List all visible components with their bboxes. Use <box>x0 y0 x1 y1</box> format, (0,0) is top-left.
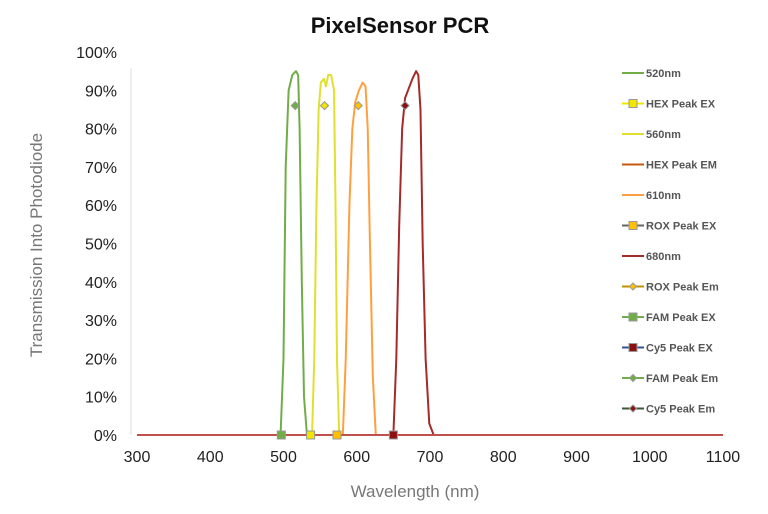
y-tick-label: 80% <box>85 122 117 139</box>
x-axis-label: Wavelength (nm) <box>351 482 480 501</box>
legend-marker <box>628 312 638 322</box>
series-line-520nm <box>137 70 723 436</box>
legend-marker <box>628 99 638 108</box>
legend-label: 520nm <box>646 68 681 80</box>
y-tick-label: 20% <box>85 351 117 368</box>
legend-label: HEX Peak EX <box>646 99 716 111</box>
x-tick-label: 300 <box>124 449 151 466</box>
legend-marker <box>628 343 638 352</box>
legend-marker <box>628 221 638 230</box>
marker-hex-peak-em <box>319 100 330 111</box>
x-tick-label: 800 <box>490 449 517 466</box>
y-tick-label: 40% <box>85 275 117 292</box>
x-tick-label: 700 <box>417 449 444 466</box>
legend-label: Cy5 Peak EX <box>646 343 713 355</box>
series-line-560nm <box>137 73 723 436</box>
legend-marker <box>628 404 638 413</box>
y-tick-label: 10% <box>85 390 117 407</box>
legend-label: 680nm <box>646 251 681 263</box>
legend-label: FAM Peak Em <box>646 373 718 385</box>
marker-cy5-peak-em <box>400 100 410 111</box>
legend-label: Cy5 Peak Em <box>646 404 715 416</box>
series-line-610nm <box>137 81 723 436</box>
marker-rox-peak-em <box>353 100 363 111</box>
y-tick-label: 0% <box>94 428 117 445</box>
x-tick-label: 1100 <box>706 449 741 466</box>
legend-label: ROX Peak EX <box>646 221 717 233</box>
x-tick-label: 400 <box>197 449 224 466</box>
marker-rox-peak-ex <box>332 430 342 440</box>
y-tick-label: 100% <box>76 45 117 62</box>
y-tick-label: 60% <box>85 198 117 215</box>
y-axis-label: Transmission Into Photodiode <box>27 133 46 357</box>
x-tick-label: 1000 <box>632 449 668 466</box>
chart-title: PixelSensor PCR <box>311 13 490 38</box>
legend-label: HEX Peak EM <box>646 160 717 172</box>
legend-marker <box>628 282 638 291</box>
x-tick-label: 500 <box>270 449 297 466</box>
y-tick-label: 30% <box>85 313 117 330</box>
legend-label: 560nm <box>646 129 681 141</box>
series-line-680nm <box>137 70 723 436</box>
legend-label: 610nm <box>646 190 681 202</box>
y-tick-label: 70% <box>85 160 117 177</box>
legend-marker <box>628 373 638 383</box>
marker-hex-peak-ex <box>306 430 316 440</box>
legend-label: ROX Peak Em <box>646 282 719 294</box>
legend-label: FAM Peak EX <box>646 312 716 324</box>
marker-fam-peak-em <box>290 100 300 111</box>
x-tick-label: 600 <box>343 449 370 466</box>
marker-cy5-peak-ex <box>388 430 398 440</box>
x-tick-label: 900 <box>563 449 590 466</box>
y-tick-label: 90% <box>85 83 117 100</box>
marker-fam-peak-ex <box>276 430 286 440</box>
y-tick-label: 50% <box>85 237 117 254</box>
